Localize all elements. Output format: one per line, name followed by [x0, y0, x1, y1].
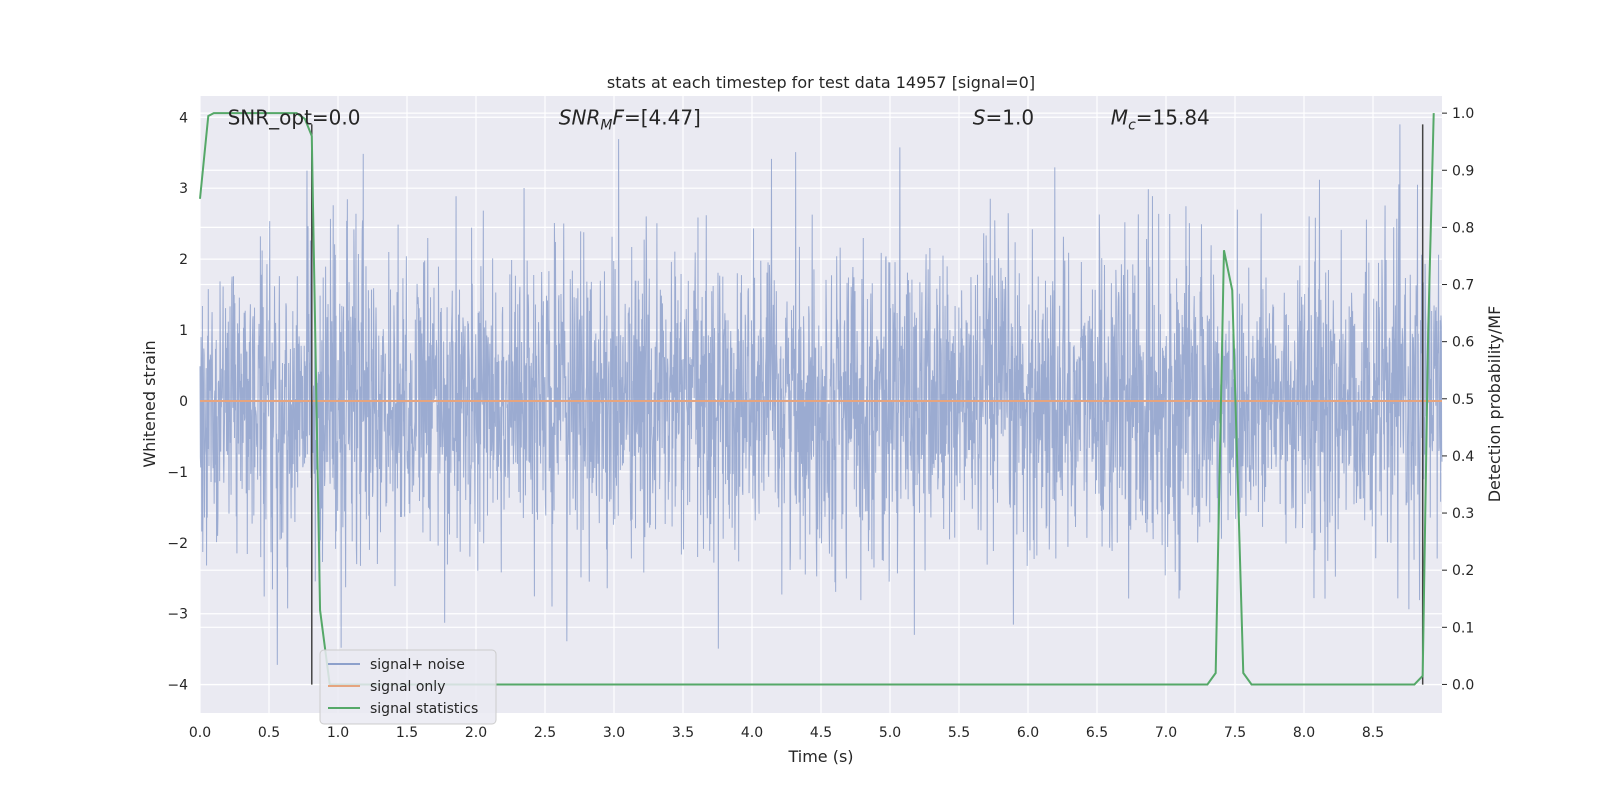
- y2-tick-label-2: 0.2: [1452, 563, 1474, 579]
- x-axis-label: Time (s): [787, 747, 853, 766]
- y2-tick-label-9: 0.9: [1452, 163, 1474, 179]
- y2-tick-label-10: 1.0: [1452, 106, 1474, 122]
- x-tick-label-2: 1.0: [327, 725, 349, 741]
- y-tick-label-1: −3: [167, 607, 188, 623]
- x-tick-label-1: 0.5: [258, 725, 280, 741]
- y2-tick-label-1: 0.1: [1452, 620, 1474, 636]
- y-tick-label-6: 2: [179, 252, 188, 268]
- legend-label-signal-statistics: signal statistics: [370, 701, 478, 717]
- y-tick-label-0: −4: [167, 678, 188, 694]
- noise-trace: [199, 124, 1443, 665]
- x-axis-ticks: 0.0 0.5 1.0 1.5 2.0 2.5 3.0 3.5 4.0 4.5 5.0 5.5 6.0 6…: [189, 725, 1384, 741]
- y-tick-label-2: −2: [167, 536, 188, 552]
- vertical-markers: [311, 124, 1424, 685]
- y2-tick-label-5: 0.5: [1452, 392, 1474, 408]
- y-tick-label-4: 0: [179, 394, 188, 410]
- x-tick-label-4: 2.0: [465, 725, 487, 741]
- y2-tick-label-6: 0.6: [1452, 335, 1474, 351]
- x-tick-label-16: 8.0: [1293, 725, 1315, 741]
- y2-tick-label-7: 0.7: [1452, 278, 1474, 294]
- annotation-0: SNR_opt=0.0: [228, 105, 361, 129]
- legend-label-signal-noise: signal+ noise: [370, 657, 465, 673]
- annotation-1: SNRMF=[4.47]: [559, 105, 701, 133]
- x-tick-label-9: 4.5: [810, 725, 832, 741]
- y-tick-label-3: −1: [167, 465, 188, 481]
- x-tick-label-11: 5.5: [948, 725, 970, 741]
- chart-title: stats at each timestep for test data 149…: [607, 73, 1035, 92]
- x-tick-label-13: 6.5: [1086, 725, 1108, 741]
- x-tick-label-14: 7.0: [1155, 725, 1177, 741]
- y-axis-ticks: −4 −3 −2 −1 0 1 2 3 4: [167, 110, 188, 693]
- y2-tick-label-8: 0.8: [1452, 220, 1474, 236]
- annotations: SNR_opt=0.0 SNRMF=[4.47] S=1.0 Mc=15.84: [228, 105, 1210, 133]
- x-tick-label-0: 0.0: [189, 725, 211, 741]
- y2-axis-ticks: 0.0 0.1 0.2 0.3 0.4 0.5 0.6 0.7 0.8 0.9 1.0: [1442, 106, 1474, 693]
- annotation-3: Mc=15.84: [1111, 105, 1210, 133]
- x-tick-label-5: 2.5: [534, 725, 556, 741]
- y2-axis-label: Detection probability/MF: [1485, 306, 1504, 503]
- y-axis-label: Whitened strain: [140, 340, 159, 467]
- x-tick-label-3: 1.5: [396, 725, 418, 741]
- x-tick-label-17: 8.5: [1362, 725, 1384, 741]
- y-tick-label-5: 1: [179, 323, 188, 339]
- y-tick-label-8: 4: [179, 110, 188, 126]
- y2-tick-label-4: 0.4: [1452, 449, 1474, 465]
- x-tick-label-15: 7.5: [1224, 725, 1246, 741]
- x-tick-label-10: 5.0: [879, 725, 901, 741]
- y2-tick-label-0: 0.0: [1452, 677, 1474, 693]
- x-tick-label-6: 3.0: [603, 725, 625, 741]
- y-tick-label-7: 3: [179, 181, 188, 197]
- x-tick-label-8: 4.0: [741, 725, 763, 741]
- annotation-2: S=1.0: [973, 105, 1034, 129]
- y2-tick-label-3: 0.3: [1452, 506, 1474, 522]
- x-tick-label-7: 3.5: [672, 725, 694, 741]
- legend-frame: [319, 649, 497, 725]
- legend-label-signal-only: signal only: [370, 679, 445, 695]
- series-signal-noise: [199, 124, 1443, 665]
- legend: signal+ noise signal only signal statist…: [319, 649, 497, 725]
- x-tick-label-12: 6.0: [1017, 725, 1039, 741]
